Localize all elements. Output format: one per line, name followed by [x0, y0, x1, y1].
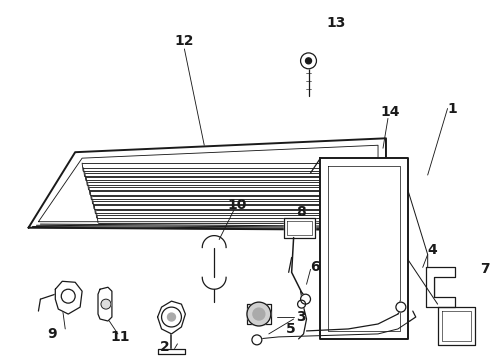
Text: 10: 10 [227, 198, 246, 212]
Circle shape [247, 302, 271, 326]
Circle shape [101, 299, 111, 309]
Polygon shape [28, 138, 386, 230]
Polygon shape [284, 218, 316, 238]
Text: 14: 14 [380, 105, 400, 120]
Text: 9: 9 [48, 327, 57, 341]
Text: 12: 12 [174, 34, 194, 48]
Circle shape [61, 289, 75, 303]
Polygon shape [55, 281, 82, 314]
Circle shape [253, 308, 265, 320]
Text: 7: 7 [481, 262, 490, 276]
Circle shape [162, 307, 181, 327]
Polygon shape [426, 267, 456, 307]
Circle shape [168, 313, 175, 321]
Text: 2: 2 [160, 340, 170, 354]
Text: 1: 1 [448, 102, 457, 116]
Circle shape [252, 335, 262, 345]
Polygon shape [247, 304, 271, 324]
Text: 6: 6 [310, 260, 319, 274]
Circle shape [396, 302, 406, 312]
Polygon shape [287, 221, 313, 235]
Polygon shape [98, 287, 112, 321]
Text: 13: 13 [327, 16, 346, 30]
Polygon shape [158, 301, 185, 334]
Polygon shape [320, 158, 408, 339]
Circle shape [306, 58, 312, 64]
Polygon shape [158, 349, 185, 354]
Circle shape [300, 294, 311, 304]
Text: 3: 3 [296, 310, 305, 324]
Text: 8: 8 [295, 205, 305, 219]
Polygon shape [438, 307, 475, 345]
Circle shape [297, 300, 306, 308]
Text: 4: 4 [428, 243, 438, 257]
Text: 5: 5 [286, 322, 295, 336]
Circle shape [300, 53, 317, 69]
Text: 11: 11 [110, 330, 129, 344]
